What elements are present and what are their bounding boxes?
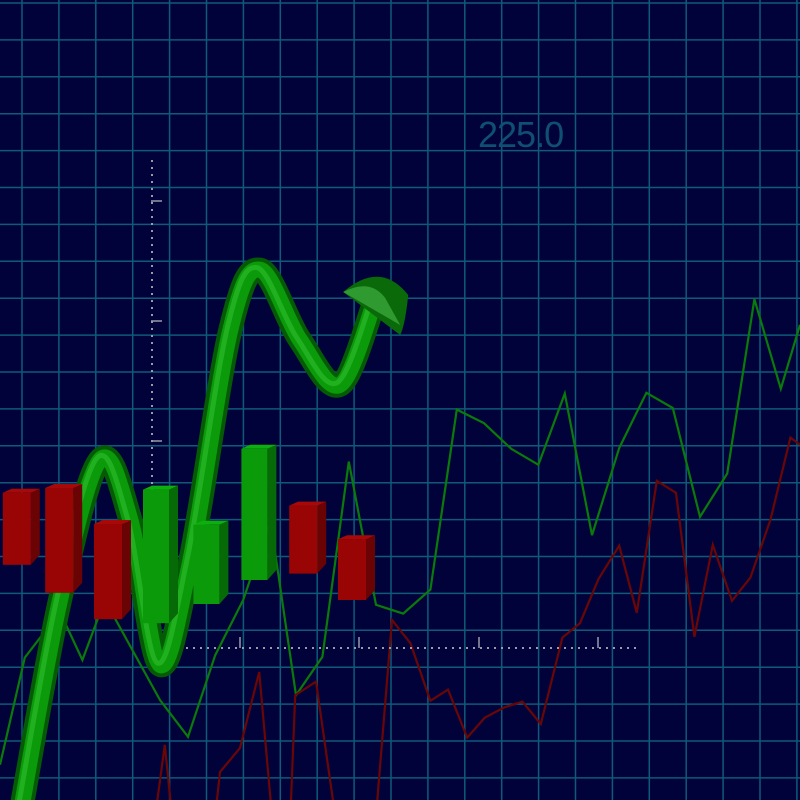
candle-7 — [289, 505, 318, 574]
candle-side-3 — [122, 520, 131, 620]
candle-side-6 — [267, 444, 277, 580]
candle-top-1 — [2, 488, 40, 493]
candle-1 — [2, 492, 31, 565]
candle-3 — [94, 524, 122, 620]
ribbon-arrow-head-highlight — [343, 286, 401, 325]
series-line-1 — [0, 298, 800, 766]
candle-top-6 — [241, 444, 277, 449]
candle-top-4 — [143, 485, 178, 490]
candle-5 — [193, 524, 220, 604]
candle-top-3 — [94, 520, 131, 524]
candle-top-5 — [193, 520, 229, 525]
candle-top-8 — [338, 535, 375, 540]
candle-side-8 — [366, 535, 375, 600]
candle-6 — [241, 448, 268, 580]
series-line-2 — [156, 435, 800, 800]
candle-top-7 — [289, 501, 327, 506]
candle-top-2 — [45, 484, 83, 488]
candle-side-4 — [169, 485, 178, 624]
value-annotation: 225.0 — [478, 114, 564, 155]
candle-8 — [338, 539, 366, 600]
candle-4 — [143, 489, 169, 624]
candle-side-1 — [30, 488, 40, 565]
candle-side-5 — [219, 520, 229, 604]
candle-side-7 — [317, 501, 327, 574]
candle-side-2 — [73, 484, 83, 593]
candle-2 — [45, 488, 74, 593]
